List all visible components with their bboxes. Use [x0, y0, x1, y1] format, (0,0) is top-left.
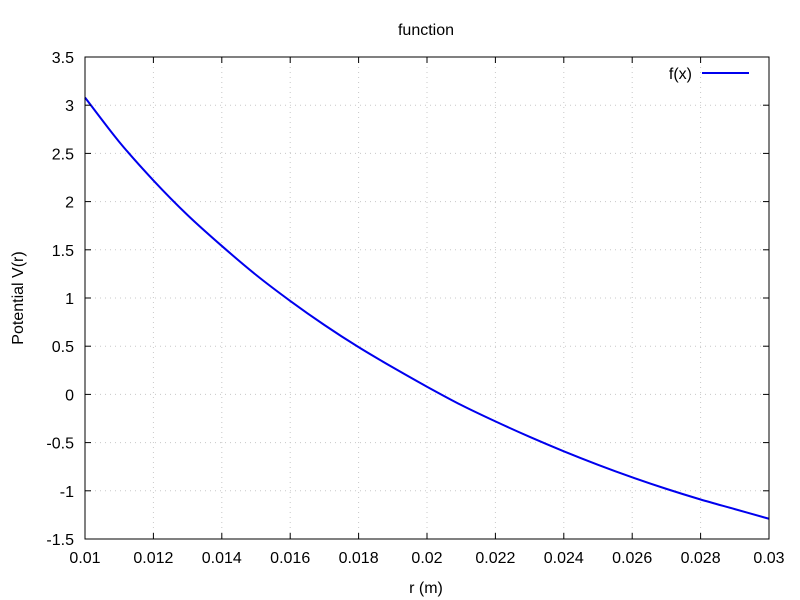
x-tick-label: 0.016	[270, 550, 310, 567]
y-tick-label: 0	[65, 387, 74, 404]
y-axis-label: Potential V(r)	[10, 251, 27, 344]
y-tick-label: 1.5	[52, 243, 74, 260]
x-axis-label: r (m)	[409, 580, 443, 597]
y-tick-label: 0.5	[52, 339, 74, 356]
series-line-0	[84, 96, 770, 520]
y-tick-label: -0.5	[46, 436, 74, 453]
y-tick-label: 1	[65, 291, 74, 308]
y-tick-label: 3.5	[52, 50, 74, 67]
x-tick-label: 0.02	[411, 550, 442, 567]
x-tick-label: 0.022	[475, 550, 515, 567]
y-tick-label: 2.5	[52, 146, 74, 163]
x-tick-label: 0.028	[681, 550, 721, 567]
series-layer	[84, 96, 770, 520]
y-tick-label: 3	[65, 98, 74, 115]
y-tick-label: -1.5	[46, 532, 74, 549]
x-tick-label: 0.026	[612, 550, 652, 567]
legend: f(x)	[669, 66, 749, 83]
axis-ticks: 0.01 0.012 0.014 0.016 0.018 0.02 0.022 0.024 0.…	[46, 50, 784, 567]
x-tick-label: 0.012	[133, 550, 173, 567]
legend-entry-label: f(x)	[669, 66, 692, 83]
x-tick-label: 0.018	[339, 550, 379, 567]
chart-title: function	[398, 22, 454, 39]
x-tick-label: 0.024	[544, 550, 584, 567]
grid	[85, 57, 769, 539]
x-tick-label: 0.014	[202, 550, 242, 567]
y-tick-label: 2	[65, 195, 74, 212]
x-tick-label: 0.01	[69, 550, 100, 567]
x-tick-label: 0.03	[753, 550, 784, 567]
y-tick-label: -1	[60, 484, 74, 501]
